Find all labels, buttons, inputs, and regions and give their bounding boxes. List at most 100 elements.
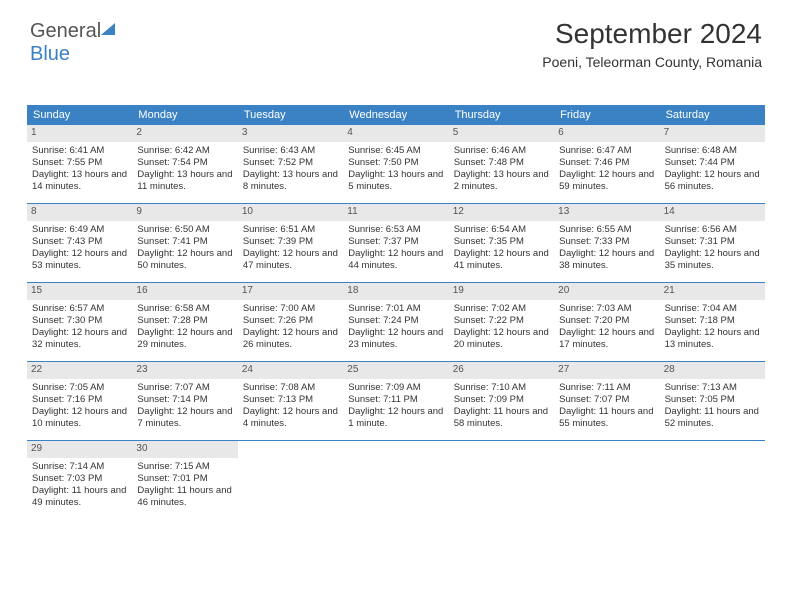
day-number: 28 <box>660 362 765 379</box>
sunrise-line: Sunrise: 6:50 AM <box>137 224 232 236</box>
sunrise-line: Sunrise: 7:07 AM <box>137 382 232 394</box>
sunrise-line: Sunrise: 7:10 AM <box>454 382 549 394</box>
day-cell: 16Sunrise: 6:58 AMSunset: 7:28 PMDayligh… <box>132 283 237 361</box>
sunset-line: Sunset: 7:33 PM <box>559 236 654 248</box>
sunset-line: Sunset: 7:13 PM <box>243 394 338 406</box>
daylight-line: Daylight: 12 hours and 38 minutes. <box>559 248 654 272</box>
day-header: Tuesday <box>238 105 343 125</box>
day-cell: 4Sunrise: 6:45 AMSunset: 7:50 PMDaylight… <box>343 125 448 203</box>
day-cell: 6Sunrise: 6:47 AMSunset: 7:46 PMDaylight… <box>554 125 659 203</box>
daylight-line: Daylight: 12 hours and 53 minutes. <box>32 248 127 272</box>
day-number: 22 <box>27 362 132 379</box>
day-number: 14 <box>660 204 765 221</box>
daylight-line: Daylight: 13 hours and 8 minutes. <box>243 169 338 193</box>
day-cell: 19Sunrise: 7:02 AMSunset: 7:22 PMDayligh… <box>449 283 554 361</box>
sunrise-line: Sunrise: 6:45 AM <box>348 145 443 157</box>
day-number: 27 <box>554 362 659 379</box>
sunrise-line: Sunrise: 6:53 AM <box>348 224 443 236</box>
daylight-line: Daylight: 12 hours and 44 minutes. <box>348 248 443 272</box>
sunset-line: Sunset: 7:41 PM <box>137 236 232 248</box>
sunset-line: Sunset: 7:52 PM <box>243 157 338 169</box>
day-number: 12 <box>449 204 554 221</box>
day-number: 2 <box>132 125 237 142</box>
sunrise-line: Sunrise: 7:09 AM <box>348 382 443 394</box>
week-row: 1Sunrise: 6:41 AMSunset: 7:55 PMDaylight… <box>27 125 765 204</box>
day-cell: 29Sunrise: 7:14 AMSunset: 7:03 PMDayligh… <box>27 441 132 519</box>
sunrise-line: Sunrise: 7:08 AM <box>243 382 338 394</box>
logo-part2: Blue <box>30 43 70 65</box>
day-cell: 27Sunrise: 7:11 AMSunset: 7:07 PMDayligh… <box>554 362 659 440</box>
day-cell: 5Sunrise: 6:46 AMSunset: 7:48 PMDaylight… <box>449 125 554 203</box>
sunset-line: Sunset: 7:03 PM <box>32 473 127 485</box>
logo-triangle-icon <box>101 23 115 35</box>
sunset-line: Sunset: 7:43 PM <box>32 236 127 248</box>
week-row: 29Sunrise: 7:14 AMSunset: 7:03 PMDayligh… <box>27 441 765 519</box>
day-cell: 1Sunrise: 6:41 AMSunset: 7:55 PMDaylight… <box>27 125 132 203</box>
sunset-line: Sunset: 7:26 PM <box>243 315 338 327</box>
day-cell: 15Sunrise: 6:57 AMSunset: 7:30 PMDayligh… <box>27 283 132 361</box>
day-number: 15 <box>27 283 132 300</box>
day-cell: . <box>554 441 659 519</box>
day-cell: 2 Sunrise: 6:42 AMSunset: 7:54 PMDaylight… <box>132 125 237 203</box>
sunset-line: Sunset: 7:44 PM <box>665 157 760 169</box>
sunset-line: Sunset: 7:07 PM <box>559 394 654 406</box>
daylight-line: Daylight: 12 hours and 59 minutes. <box>559 169 654 193</box>
daylight-line: Daylight: 11 hours and 52 minutes. <box>665 406 760 430</box>
sunset-line: Sunset: 7:54 PM <box>137 157 232 169</box>
daylight-line: Daylight: 12 hours and 1 minute. <box>348 406 443 430</box>
sunset-line: Sunset: 7:09 PM <box>454 394 549 406</box>
day-number: 5 <box>449 125 554 142</box>
sunrise-line: Sunrise: 7:00 AM <box>243 303 338 315</box>
sunrise-line: Sunrise: 6:42 AM <box>137 145 232 157</box>
day-cell: 8Sunrise: 6:49 AMSunset: 7:43 PMDaylight… <box>27 204 132 282</box>
day-number: 20 <box>554 283 659 300</box>
day-number: 29 <box>27 441 132 458</box>
sunrise-line: Sunrise: 6:43 AM <box>243 145 338 157</box>
page-title: September 2024 <box>542 18 762 50</box>
daylight-line: Daylight: 13 hours and 14 minutes. <box>32 169 127 193</box>
day-number: 21 <box>660 283 765 300</box>
day-cell: 11Sunrise: 6:53 AMSunset: 7:37 PMDayligh… <box>343 204 448 282</box>
daylight-line: Daylight: 12 hours and 20 minutes. <box>454 327 549 351</box>
day-cell: 9Sunrise: 6:50 AMSunset: 7:41 PMDaylight… <box>132 204 237 282</box>
sunset-line: Sunset: 7:31 PM <box>665 236 760 248</box>
sunrise-line: Sunrise: 7:05 AM <box>32 382 127 394</box>
day-cell: 10Sunrise: 6:51 AMSunset: 7:39 PMDayligh… <box>238 204 343 282</box>
sunset-line: Sunset: 7:11 PM <box>348 394 443 406</box>
day-number: 11 <box>343 204 448 221</box>
sunset-line: Sunset: 7:55 PM <box>32 157 127 169</box>
daylight-line: Daylight: 13 hours and 2 minutes. <box>454 169 549 193</box>
calendar: SundayMondayTuesdayWednesdayThursdayFrid… <box>27 105 765 519</box>
day-cell: 3Sunrise: 6:43 AMSunset: 7:52 PMDaylight… <box>238 125 343 203</box>
day-number: 9 <box>132 204 237 221</box>
day-cell: 12Sunrise: 6:54 AMSunset: 7:35 PMDayligh… <box>449 204 554 282</box>
day-number: 16 <box>132 283 237 300</box>
sunset-line: Sunset: 7:14 PM <box>137 394 232 406</box>
day-cell: . <box>449 441 554 519</box>
daylight-line: Daylight: 12 hours and 47 minutes. <box>243 248 338 272</box>
day-number: 10 <box>238 204 343 221</box>
day-cell: 25Sunrise: 7:09 AMSunset: 7:11 PMDayligh… <box>343 362 448 440</box>
sunset-line: Sunset: 7:30 PM <box>32 315 127 327</box>
sunset-line: Sunset: 7:46 PM <box>559 157 654 169</box>
day-number: 4 <box>343 125 448 142</box>
sunrise-line: Sunrise: 6:49 AM <box>32 224 127 236</box>
daylight-line: Daylight: 13 hours and 11 minutes. <box>137 169 232 193</box>
sunset-line: Sunset: 7:22 PM <box>454 315 549 327</box>
sunrise-line: Sunrise: 6:55 AM <box>559 224 654 236</box>
day-cell: 24Sunrise: 7:08 AMSunset: 7:13 PMDayligh… <box>238 362 343 440</box>
sunset-line: Sunset: 7:20 PM <box>559 315 654 327</box>
sunrise-line: Sunrise: 6:48 AM <box>665 145 760 157</box>
sunset-line: Sunset: 7:24 PM <box>348 315 443 327</box>
sunset-line: Sunset: 7:01 PM <box>137 473 232 485</box>
logo: General Blue <box>30 20 115 66</box>
sunrise-line: Sunrise: 6:41 AM <box>32 145 127 157</box>
sunset-line: Sunset: 7:48 PM <box>454 157 549 169</box>
day-number: 17 <box>238 283 343 300</box>
week-row: 15Sunrise: 6:57 AMSunset: 7:30 PMDayligh… <box>27 283 765 362</box>
daylight-line: Daylight: 12 hours and 7 minutes. <box>137 406 232 430</box>
day-header: Sunday <box>27 105 132 125</box>
day-cell: 21Sunrise: 7:04 AMSunset: 7:18 PMDayligh… <box>660 283 765 361</box>
day-cell: 23Sunrise: 7:07 AMSunset: 7:14 PMDayligh… <box>132 362 237 440</box>
day-number: 6 <box>554 125 659 142</box>
